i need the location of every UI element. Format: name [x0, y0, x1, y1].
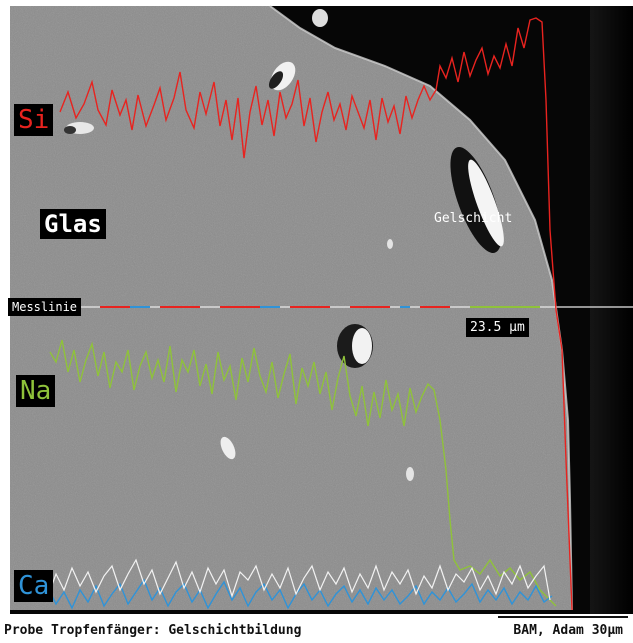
ca-label: Ca [14, 570, 54, 602]
na-trace [49, 339, 557, 607]
messlinie-label: Messlinie [8, 298, 82, 316]
scale-bar [498, 616, 628, 618]
glas-label: Glas [40, 209, 106, 239]
white-trace [39, 558, 551, 601]
gelschicht-label: Gelschicht [434, 211, 513, 226]
na-label: Na [16, 375, 56, 407]
gel-layer-edge [269, 5, 573, 611]
caption-bar: Probe Tropfenfänger: Gelschichtbildung B… [0, 614, 633, 643]
si-trace [59, 17, 573, 611]
distance-label: 23.5 µm [466, 318, 529, 337]
si-label: Si [14, 104, 54, 136]
right-dark-strip [590, 6, 633, 614]
caption-right: BAM, Adam 30µm [513, 623, 623, 638]
pores [64, 9, 504, 481]
caption-left: Probe Tropfenfänger: Gelschichtbildung [4, 623, 302, 638]
